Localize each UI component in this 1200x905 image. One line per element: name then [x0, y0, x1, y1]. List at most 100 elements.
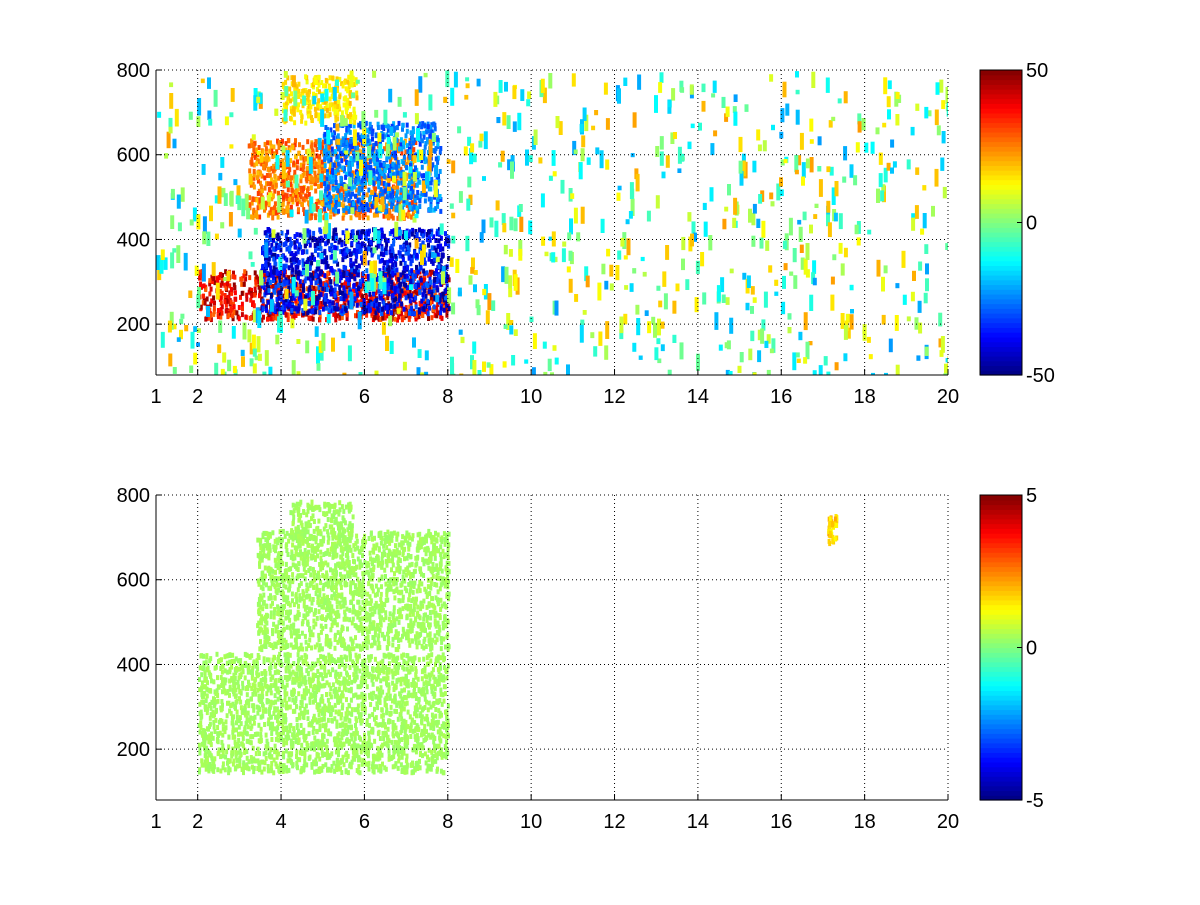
- heatmap-cell: [367, 146, 371, 158]
- heatmap-cell: [858, 121, 862, 132]
- heatmap-cell: [722, 219, 726, 230]
- heatmap-cell: [606, 249, 610, 257]
- heatmap-cell: [225, 309, 228, 314]
- heatmap-cell: [402, 270, 405, 275]
- heatmap-cell: [297, 207, 300, 212]
- heatmap-cell: [274, 285, 277, 290]
- heatmap-cell: [413, 155, 417, 163]
- heatmap-cell: [173, 367, 177, 374]
- heatmap-cell: [478, 370, 482, 375]
- heatmap-cell: [517, 113, 521, 130]
- heatmap-cell: [942, 131, 946, 143]
- heatmap-cell: [445, 288, 448, 293]
- heatmap-cell: [319, 253, 323, 259]
- heatmap-cell: [284, 86, 288, 96]
- heatmap-cell: [397, 289, 400, 294]
- heatmap-cell: [884, 265, 888, 273]
- heatmap-cell: [297, 306, 300, 311]
- heatmap-cell: [397, 308, 401, 314]
- heatmap-cell: [363, 305, 366, 310]
- heatmap-cell: [658, 301, 662, 308]
- heatmap-cell: [396, 190, 399, 195]
- heatmap-cell: [366, 192, 369, 197]
- colorbar-cell: [980, 256, 1022, 261]
- heatmap-cell: [350, 251, 353, 256]
- heatmap-cell: [676, 284, 680, 292]
- heatmap-cell: [331, 170, 334, 175]
- heatmap-cell: [450, 203, 454, 208]
- heatmap-cell: [356, 244, 359, 249]
- heatmap-cell: [327, 184, 330, 189]
- heatmap-cell: [713, 130, 717, 136]
- heatmap-cell: [250, 162, 253, 167]
- heatmap-cell: [215, 234, 219, 240]
- y-tick-label: 200: [117, 314, 150, 336]
- heatmap-cell: [263, 175, 266, 180]
- heatmap-cell: [369, 307, 372, 312]
- heatmap-cell: [478, 141, 482, 148]
- heatmap-cell: [658, 82, 662, 93]
- heatmap-cell: [761, 221, 765, 238]
- heatmap-cell: [320, 93, 324, 102]
- heatmap-cell: [534, 130, 538, 146]
- colorbar-cell: [980, 213, 1022, 218]
- heatmap-cell: [230, 300, 233, 305]
- heatmap-cell: [911, 127, 915, 135]
- heatmap-cell: [903, 295, 907, 305]
- heatmap-cell: [397, 160, 400, 165]
- heatmap-cell: [416, 232, 419, 237]
- heatmap-cell: [267, 181, 270, 186]
- heatmap-cell: [817, 166, 821, 172]
- heatmap-cell: [356, 231, 359, 236]
- heatmap-cell: [360, 255, 363, 260]
- heatmap-cell: [227, 271, 231, 281]
- heatmap-cell: [758, 194, 762, 204]
- heatmap-cell: [378, 205, 382, 211]
- heatmap-cell: [212, 262, 216, 276]
- heatmap-cell: [285, 141, 288, 146]
- heatmap-cell: [272, 193, 275, 198]
- heatmap-cell: [591, 126, 595, 131]
- heatmap-cell: [598, 332, 602, 346]
- heatmap-cell: [408, 311, 411, 316]
- heatmap-cell: [369, 159, 372, 164]
- heatmap-cell: [400, 188, 403, 193]
- heatmap-cell: [295, 290, 299, 296]
- heatmap-cell: [672, 301, 676, 314]
- heatmap-cell: [342, 216, 345, 221]
- heatmap-cell: [303, 299, 307, 311]
- heatmap-cell: [382, 252, 385, 257]
- heatmap-cell: [337, 161, 340, 166]
- heatmap-cell: [248, 275, 251, 280]
- heatmap-cell: [433, 283, 436, 288]
- heatmap-cell: [518, 249, 522, 261]
- heatmap-cell: [702, 292, 706, 304]
- heatmap-cell: [850, 314, 854, 329]
- heatmap-cell: [409, 298, 412, 303]
- heatmap-cell: [359, 160, 363, 176]
- heatmap-cell: [747, 275, 751, 288]
- heatmap-cell: [703, 203, 707, 210]
- heatmap-cell: [399, 245, 402, 250]
- heatmap-cell: [459, 374, 463, 391]
- heatmap-cell: [552, 150, 556, 166]
- heatmap-cell: [337, 202, 340, 207]
- heatmap-cell: [645, 310, 649, 316]
- heatmap-cell: [238, 305, 241, 310]
- heatmap-cell: [834, 213, 838, 222]
- heatmap-cell: [413, 311, 416, 316]
- heatmap-cell: [278, 145, 281, 150]
- heatmap-cell: [660, 136, 664, 150]
- heatmap-cell: [436, 197, 439, 202]
- heatmap-cell: [320, 236, 323, 241]
- heatmap-cell: [580, 124, 584, 133]
- heatmap-cell: [435, 295, 439, 302]
- heatmap-cell: [740, 352, 744, 362]
- heatmap-cell: [793, 248, 797, 262]
- heatmap-cell: [256, 170, 259, 175]
- heatmap-cell: [241, 291, 244, 296]
- heatmap-cell: [619, 317, 623, 334]
- heatmap-cell: [789, 218, 793, 236]
- heatmap-cell: [243, 282, 246, 287]
- heatmap-cell: [296, 265, 299, 270]
